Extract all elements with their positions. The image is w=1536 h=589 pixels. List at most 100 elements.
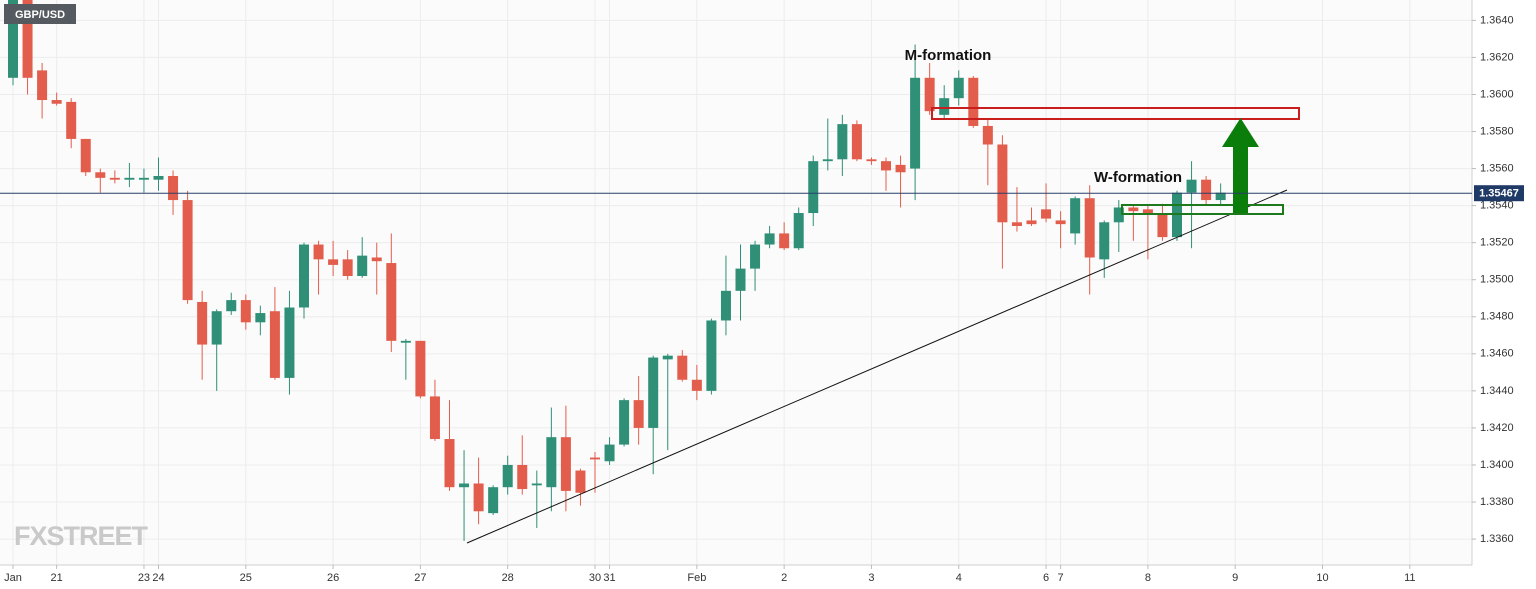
candle-body bbox=[400, 340, 411, 343]
candle-body bbox=[66, 101, 77, 139]
candle-body bbox=[342, 259, 353, 277]
trend-line bbox=[466, 189, 1288, 544]
y-tick-label: 1.3440 bbox=[1480, 385, 1514, 397]
candle-body bbox=[1215, 192, 1226, 201]
y-tick-label: 1.3380 bbox=[1480, 496, 1514, 508]
candle-body bbox=[473, 483, 484, 512]
x-tick-label: 30 bbox=[589, 572, 601, 584]
x-tick-label: 7 bbox=[1058, 572, 1064, 584]
candle-body bbox=[822, 159, 833, 162]
candle-body bbox=[531, 483, 542, 486]
y-tick-label: 1.3420 bbox=[1480, 422, 1514, 434]
candle-body bbox=[1113, 207, 1124, 223]
candle-body bbox=[1055, 220, 1066, 225]
candle-body bbox=[604, 444, 615, 462]
x-tick-label: 26 bbox=[327, 572, 339, 584]
candle-body bbox=[881, 161, 891, 171]
candle-body bbox=[153, 175, 164, 180]
candle-body bbox=[982, 125, 993, 145]
y-tick-label: 1.3400 bbox=[1480, 459, 1514, 471]
candle-body bbox=[429, 396, 440, 440]
candle-body bbox=[837, 124, 848, 160]
resistance-box bbox=[931, 107, 1300, 120]
candle-body bbox=[138, 177, 149, 180]
candle-body bbox=[808, 161, 819, 214]
overlay: 1.3360 1.3380 1.3400 1.3420 1.3440 1.3460 1.34… bbox=[0, 14, 1524, 584]
candle-body bbox=[95, 172, 106, 178]
candle-body bbox=[1157, 213, 1168, 238]
candle-body bbox=[255, 313, 266, 323]
candle-body bbox=[750, 244, 761, 269]
candle-body bbox=[1084, 198, 1095, 258]
x-tick-label: 25 bbox=[240, 572, 252, 584]
candle-body bbox=[662, 355, 673, 360]
candle-body bbox=[488, 487, 499, 514]
x-tick-label: Jan bbox=[4, 572, 22, 584]
candle-body bbox=[866, 159, 877, 162]
y-tick-label: 1.3580 bbox=[1480, 125, 1514, 137]
candle-body bbox=[357, 255, 368, 277]
candle-body bbox=[168, 175, 179, 201]
candle-body bbox=[764, 233, 775, 245]
candle-body bbox=[444, 439, 455, 488]
y-tick-label: 1.3600 bbox=[1480, 88, 1514, 100]
candle-body bbox=[1011, 222, 1022, 226]
x-tick-label: 31 bbox=[603, 572, 615, 584]
x-tick-label: 28 bbox=[502, 572, 514, 584]
candle-body bbox=[851, 124, 862, 160]
candle-body bbox=[51, 100, 62, 104]
annotation: M-formation bbox=[905, 47, 992, 64]
candle-body bbox=[997, 144, 1008, 223]
candle-body bbox=[924, 77, 935, 112]
x-tick-label: 6 bbox=[1043, 572, 1049, 584]
y-tick-label: 1.3520 bbox=[1480, 237, 1514, 249]
candle-body bbox=[1026, 220, 1037, 225]
candle-body bbox=[299, 244, 309, 308]
x-tick-label: 27 bbox=[414, 572, 426, 584]
x-axis-panel bbox=[0, 565, 1472, 589]
candle-body bbox=[691, 379, 702, 391]
candle-body bbox=[619, 400, 630, 445]
candle-body bbox=[939, 98, 950, 115]
candle-body bbox=[735, 268, 746, 291]
annotation: W-formation bbox=[1094, 169, 1182, 186]
x-tick-label: 3 bbox=[868, 572, 874, 584]
candle-body bbox=[968, 77, 979, 126]
candle-body bbox=[182, 200, 193, 301]
y-tick-label: 1.3640 bbox=[1480, 14, 1514, 26]
y-tick-label: 1.3460 bbox=[1480, 348, 1514, 360]
candle-body bbox=[677, 355, 688, 380]
y-tick-label: 1.3620 bbox=[1480, 51, 1514, 63]
x-tick-label: 8 bbox=[1145, 572, 1151, 584]
candle-body bbox=[80, 138, 91, 173]
candle-body bbox=[590, 457, 600, 460]
arrow-shaft bbox=[1233, 146, 1248, 213]
x-tick-label: 11 bbox=[1404, 572, 1415, 584]
candle-body bbox=[284, 307, 295, 378]
x-tick-label: 21 bbox=[51, 572, 63, 584]
candle-body bbox=[546, 437, 557, 488]
candle-body bbox=[895, 164, 906, 173]
candle-body bbox=[37, 70, 48, 101]
support-box bbox=[1121, 204, 1284, 215]
candle-body bbox=[1186, 179, 1197, 193]
candles bbox=[8, 0, 1226, 541]
y-tick-label: 1.3360 bbox=[1480, 533, 1514, 545]
candle-body bbox=[386, 263, 397, 341]
candle-body bbox=[633, 400, 644, 428]
arrow-head bbox=[1222, 118, 1259, 147]
candle-body bbox=[211, 311, 222, 345]
chart-title: GBP/USD bbox=[15, 9, 65, 21]
candle-body bbox=[240, 300, 251, 323]
x-tick-label: 23 bbox=[138, 572, 150, 584]
x-tick-label: 9 bbox=[1232, 572, 1238, 584]
candle-body bbox=[22, 0, 33, 78]
candle-body bbox=[371, 257, 382, 262]
y-tick-label: 1.3540 bbox=[1480, 200, 1514, 212]
candle-body bbox=[313, 244, 324, 260]
candle-body bbox=[953, 77, 964, 99]
x-tick-label: Feb bbox=[687, 572, 706, 584]
candle-body bbox=[910, 77, 921, 169]
y-tick-label: 1.3560 bbox=[1480, 162, 1514, 174]
